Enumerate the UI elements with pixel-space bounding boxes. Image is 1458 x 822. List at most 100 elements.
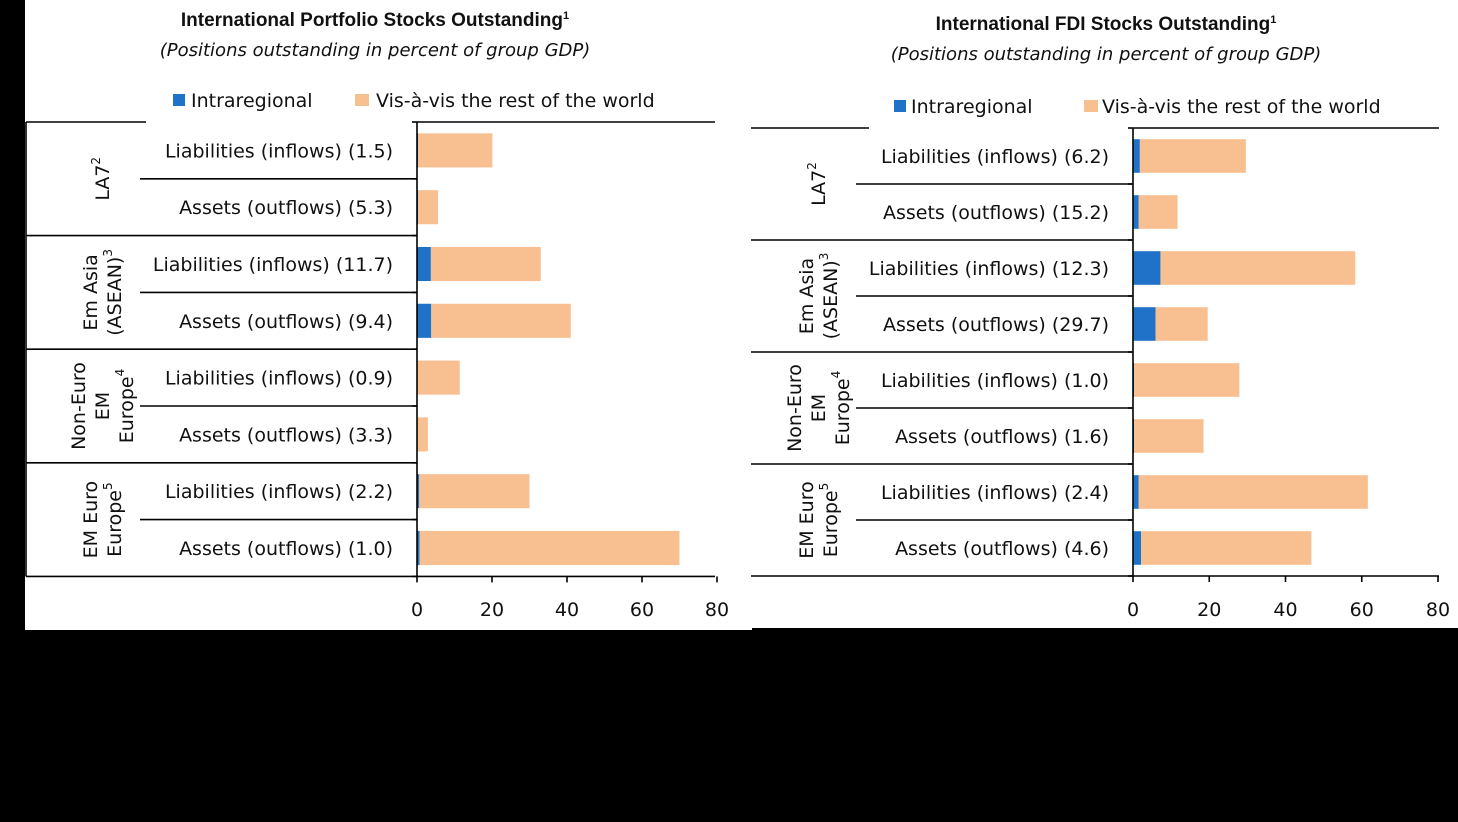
chart-title: International FDI Stocks Outstanding1: [936, 14, 1277, 35]
legend-label-intraregional: Intraregional: [191, 90, 313, 112]
chart-subtitle: (Positions outstanding in percent of gro…: [891, 44, 1322, 65]
x-tick-label: 0: [411, 599, 423, 621]
category-label: Assets (outflows) (1.6): [895, 426, 1109, 448]
x-tick-label: 40: [555, 599, 579, 621]
bar-intraregional: [1133, 475, 1139, 509]
category-label: Liabilities (inflows) (1.0): [881, 370, 1109, 392]
category-label: Liabilities (inflows) (2.4): [881, 482, 1109, 504]
portfolio-chart-panel: International Portfolio Stocks Outstandi…: [25, 0, 752, 630]
category-label: Assets (outflows) (29.7): [883, 314, 1109, 336]
bar-rest-of-world: [1155, 307, 1208, 341]
group-label-sup: 3: [101, 249, 115, 257]
group-label-text: EM Euro: [80, 481, 102, 559]
group-label-sup: 4: [829, 371, 843, 379]
category-label: Assets (outflows) (1.0): [179, 538, 393, 560]
legend-label-rest-of-world: Vis-à-vis the rest of the world: [1102, 96, 1381, 118]
chart-title-text: International FDI Stocks Outstanding: [936, 14, 1271, 35]
bar-rest-of-world: [1134, 363, 1240, 397]
group-label: Em Asia: [796, 258, 818, 334]
x-tick-label: 20: [1197, 599, 1221, 621]
group-label-text: (ASEAN): [104, 257, 126, 336]
fdi-chart-panel: International FDI Stocks Outstanding1 (Po…: [751, 0, 1458, 628]
bar-rest-of-world: [417, 417, 428, 452]
chart-title: International Portfolio Stocks Outstandi…: [181, 10, 569, 31]
bar-intraregional: [417, 303, 432, 338]
bar-intraregional: [417, 474, 420, 509]
group-label: Europe4: [113, 369, 138, 443]
bar-rest-of-world: [418, 133, 493, 168]
x-tick-label: 80: [705, 599, 729, 621]
group-label: Non-Euro: [68, 362, 90, 450]
chart-subtitle: (Positions outstanding in percent of gro…: [160, 40, 591, 61]
category-label: Liabilities (inflows) (2.2): [165, 481, 393, 503]
group-label-text: Europe: [104, 490, 126, 557]
x-tick-label: 80: [1426, 599, 1450, 621]
bar-intraregional: [1133, 251, 1161, 285]
bar-rest-of-world: [419, 474, 530, 509]
group-label-text: Non-Euro: [68, 362, 90, 450]
chart-title-text: International Portfolio Stocks Outstandi…: [181, 10, 563, 31]
group-label: LA72: [89, 157, 114, 201]
group-label: Europe4: [829, 371, 854, 445]
legend-label-rest-of-world: Vis-à-vis the rest of the world: [376, 90, 655, 112]
category-label: Liabilities (inflows) (12.3): [869, 258, 1109, 280]
group-label-text: EM: [808, 394, 830, 422]
group-label-text: Europe: [116, 376, 138, 443]
group-label-sup: 4: [113, 369, 127, 377]
x-tick-label: 60: [630, 599, 654, 621]
bar-intraregional: [417, 530, 420, 566]
group-label: EM Euro: [796, 481, 818, 559]
bar-intraregional: [1133, 195, 1139, 229]
category-label: Liabilities (inflows) (1.5): [165, 140, 393, 162]
bar-rest-of-world: [1134, 419, 1204, 453]
bar-rest-of-world: [417, 360, 460, 395]
category-label: Assets (outflows) (4.6): [895, 538, 1109, 560]
group-label: (ASEAN)3: [817, 253, 842, 340]
legend-swatch-intraregional: [894, 100, 906, 112]
group-label-text: Europe: [832, 378, 854, 445]
bar-rest-of-world: [431, 303, 571, 338]
category-label: Liabilities (inflows) (11.7): [153, 254, 393, 276]
category-label: Liabilities (inflows) (0.9): [165, 368, 393, 390]
group-label-text: Non-Euro: [784, 364, 806, 452]
bar-rest-of-world: [1160, 251, 1356, 285]
x-tick-label: 60: [1350, 599, 1374, 621]
chart-title-sup: 1: [1270, 14, 1276, 26]
category-label: Assets (outflows) (5.3): [179, 197, 393, 219]
group-label-text: (ASEAN): [820, 260, 842, 339]
group-label-text: Em Asia: [80, 254, 102, 330]
legend-swatch-rest-of-world: [1084, 100, 1098, 112]
x-tick-label: 20: [480, 599, 504, 621]
bar-intraregional: [1133, 139, 1140, 173]
group-label: EM: [92, 392, 114, 420]
bar-intraregional: [417, 246, 431, 282]
group-label-text: LA7: [808, 170, 830, 206]
legend-swatch-intraregional: [173, 94, 185, 106]
group-label: Europe5: [101, 482, 126, 556]
group-label: Em Asia: [80, 254, 102, 330]
x-tick-label: 40: [1273, 599, 1297, 621]
chart-title-sup: 1: [563, 10, 569, 22]
group-label: Europe5: [817, 483, 842, 557]
group-label: (ASEAN)3: [101, 249, 126, 336]
bar-rest-of-world: [418, 190, 438, 225]
group-label: EM: [808, 394, 830, 422]
legend-label-intraregional: Intraregional: [911, 96, 1033, 118]
group-label-text: LA7: [92, 165, 114, 201]
category-label: Assets (outflows) (15.2): [883, 202, 1109, 224]
group-label-text: EM: [92, 392, 114, 420]
bar-rest-of-world: [1141, 531, 1312, 565]
group-label-text: Europe: [820, 490, 842, 557]
group-label-text: Em Asia: [796, 258, 818, 334]
portfolio-chart: International Portfolio Stocks Outstandi…: [25, 10, 729, 621]
group-label: EM Euro: [80, 481, 102, 559]
group-label-sup: 2: [89, 157, 103, 165]
category-label: Assets (outflows) (3.3): [179, 424, 393, 446]
bar-rest-of-world: [1138, 475, 1368, 509]
category-label: Liabilities (inflows) (6.2): [881, 146, 1109, 168]
bar-rest-of-world: [430, 246, 541, 282]
legend-swatch-rest-of-world: [355, 94, 369, 106]
group-label-sup: 5: [817, 483, 831, 491]
left-black-border: [0, 0, 25, 630]
group-label-text: EM Euro: [796, 481, 818, 559]
